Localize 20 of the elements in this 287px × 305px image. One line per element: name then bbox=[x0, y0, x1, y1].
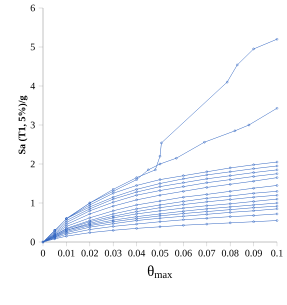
y-tick-label: 6 bbox=[30, 4, 35, 12]
x-tick-label: 0 bbox=[40, 250, 46, 256]
x-tick-label: 0.05 bbox=[152, 250, 168, 257]
x-tick-label: 0.01 bbox=[58, 250, 75, 257]
y-tick-label: 2 bbox=[30, 160, 35, 168]
y-tick-label: 4 bbox=[30, 82, 36, 90]
x-tick-label: 0.06 bbox=[175, 250, 192, 257]
y-tick-label: 5 bbox=[30, 44, 35, 50]
x-tick-label: 0.1 bbox=[271, 250, 283, 257]
x-axis-title: θ$_{max}$ bbox=[148, 265, 172, 278]
x-tick-label: 0.07 bbox=[198, 250, 216, 257]
x-tick-label: 0.08 bbox=[222, 250, 239, 257]
x-tick-label: 0.02 bbox=[81, 250, 98, 257]
x-tick-label: 0.03 bbox=[104, 250, 122, 257]
y-tick-label: 0 bbox=[30, 238, 35, 246]
x-tick-label: 0.04 bbox=[128, 250, 146, 257]
y-tick-label: 3 bbox=[30, 122, 35, 128]
y-axis-title: Sa (T1, 5%)/g bbox=[18, 96, 28, 154]
y-tick-label: 1 bbox=[31, 200, 35, 206]
x-tick-label: 0.09 bbox=[245, 250, 262, 257]
